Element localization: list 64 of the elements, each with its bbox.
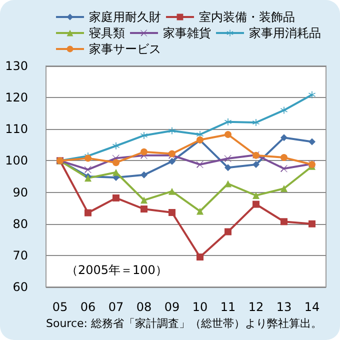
point xyxy=(196,208,204,215)
x-tick-label: 08 xyxy=(136,300,152,314)
point xyxy=(224,118,232,126)
point xyxy=(140,132,148,139)
x-tick-label: 09 xyxy=(164,300,180,314)
point xyxy=(140,148,148,156)
point xyxy=(112,168,120,176)
source-note: Source: 総務省「家計調査」（総世帯）より弊社算出。 xyxy=(46,317,322,330)
point xyxy=(224,164,232,172)
point xyxy=(140,196,148,204)
point xyxy=(140,206,148,213)
point xyxy=(224,180,232,188)
point xyxy=(252,119,260,126)
x-tick-label: 07 xyxy=(108,300,124,314)
y-tick-label: 120 xyxy=(5,90,28,105)
point xyxy=(84,154,92,162)
legend-label: 家事用消耗品 xyxy=(249,26,321,40)
point xyxy=(168,127,176,134)
point xyxy=(308,220,316,228)
x-tick-label: 05 xyxy=(52,300,68,314)
legend-label: 家庭用耐久財 xyxy=(89,10,161,24)
y-tick-label: 70 xyxy=(12,248,28,262)
x-tick-label: 13 xyxy=(276,300,292,314)
point xyxy=(196,161,204,168)
point xyxy=(224,131,232,138)
point xyxy=(252,192,260,199)
point xyxy=(280,134,288,142)
y-tick-label: 100 xyxy=(5,154,28,168)
x-tick-label: 11 xyxy=(220,300,236,314)
y-tick-label: 90 xyxy=(12,185,28,200)
point xyxy=(308,91,316,98)
point xyxy=(84,209,92,216)
y-tick-label: 80 xyxy=(12,216,28,231)
y-tick-label: 60 xyxy=(12,280,28,294)
point xyxy=(252,161,260,168)
point xyxy=(112,159,120,166)
point xyxy=(168,158,176,165)
legend-label: 家事雑貨 xyxy=(163,26,211,40)
point xyxy=(252,200,260,208)
annotation: （2005年＝100） xyxy=(66,263,168,277)
point xyxy=(280,218,288,226)
point xyxy=(224,155,232,162)
legend-label: 寝具類 xyxy=(89,26,125,40)
point xyxy=(112,142,120,150)
point xyxy=(280,184,288,192)
point xyxy=(280,165,288,172)
point xyxy=(84,166,92,174)
point xyxy=(280,154,288,162)
point xyxy=(196,254,204,261)
point xyxy=(308,138,316,146)
point xyxy=(112,194,120,202)
x-tick-label: 14 xyxy=(304,300,320,314)
y-tick-label: 110 xyxy=(5,122,28,136)
point xyxy=(140,171,148,178)
legend-label: 家事サービス xyxy=(89,42,161,56)
point xyxy=(168,208,176,216)
x-tick-label: 06 xyxy=(80,300,96,314)
point xyxy=(224,228,232,236)
legend-label: 室内装備・装飾品 xyxy=(199,10,295,24)
x-tick-label: 12 xyxy=(248,300,264,314)
point xyxy=(168,188,176,195)
point xyxy=(280,106,288,114)
x-tick-label: 10 xyxy=(192,300,208,314)
y-tick-label: 130 xyxy=(5,59,28,73)
